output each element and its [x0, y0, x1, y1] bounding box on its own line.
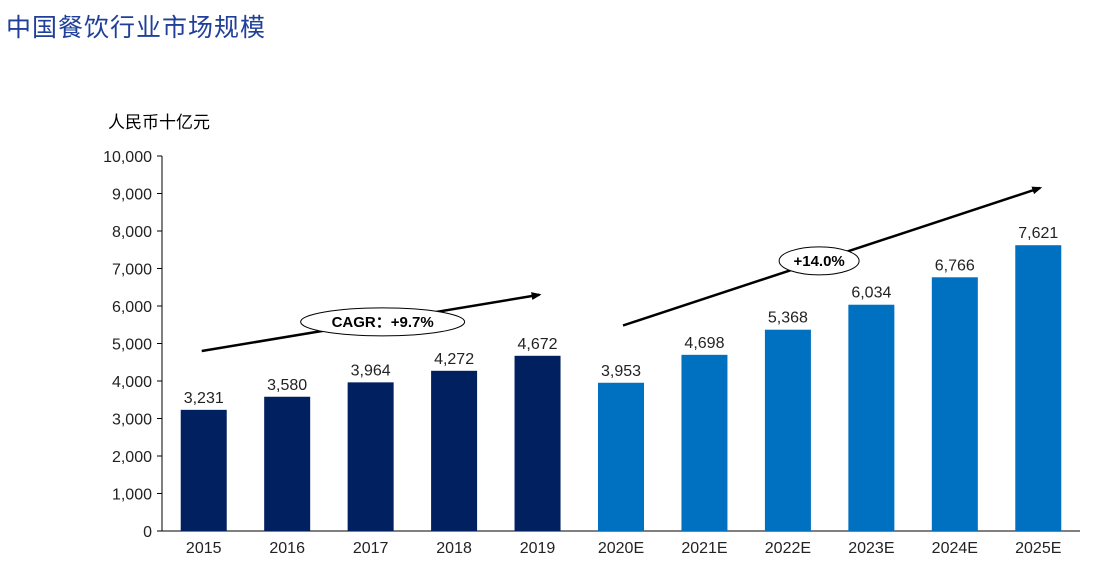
bar-2015: [180, 409, 227, 531]
data-label: 5,368: [768, 310, 808, 327]
y-tick-label: 9,000: [112, 187, 152, 204]
data-label: 3,953: [601, 363, 641, 380]
y-tick-label: 2,000: [112, 449, 152, 466]
x-tick-label: 2020E: [598, 540, 644, 557]
y-tick-label: 7,000: [112, 262, 152, 279]
cagr-badge-2020-2025: [778, 246, 860, 276]
data-label: 3,580: [267, 377, 307, 394]
y-tick-label: 4,000: [112, 374, 152, 391]
y-tick-label: 10,000: [103, 149, 152, 166]
bar-2020E: [598, 382, 644, 531]
bar-2022E: [764, 329, 811, 531]
data-label: 6,766: [935, 257, 975, 274]
bar-2016: [264, 396, 311, 531]
bar-2023E: [848, 304, 895, 531]
x-tick-label: 2018: [436, 540, 472, 557]
y-tick-label: 3,000: [112, 412, 152, 429]
bar-2017: [347, 382, 394, 531]
x-tick-label: 2023E: [848, 540, 894, 557]
y-axis-unit-label: 人民币十亿元: [108, 113, 210, 133]
bar-2021E: [681, 354, 728, 531]
cagr-badge-2015-2019: [300, 307, 466, 337]
data-label: 7,621: [1018, 225, 1058, 242]
x-tick-label: 2015: [186, 540, 222, 557]
x-tick-label: 2017: [353, 540, 389, 557]
data-label: 6,034: [851, 285, 891, 302]
y-tick-label: 0: [143, 524, 152, 541]
y-tick-label: 6,000: [112, 299, 152, 316]
data-label: 4,272: [434, 351, 474, 368]
x-tick-label: 2022E: [765, 540, 811, 557]
bar-2024E: [931, 277, 978, 531]
data-label: 4,698: [684, 335, 724, 352]
y-tick-label: 1,000: [112, 487, 152, 504]
x-tick-label: 2019: [520, 540, 556, 557]
x-tick-label: 2016: [269, 540, 305, 557]
cagr-text-2020-2025: +14.0%: [793, 253, 844, 270]
page-title: 中国餐饮行业市场规模: [6, 13, 267, 42]
x-tick-label: 2021E: [681, 540, 727, 557]
bar-2018: [431, 370, 478, 531]
data-label: 3,964: [351, 362, 391, 379]
data-label: 4,672: [518, 336, 558, 353]
cagr-text-2015-2019: CAGR：+9.7%: [332, 314, 434, 331]
x-tick-label: 2024E: [932, 540, 978, 557]
bar-2019: [514, 355, 561, 531]
bar-2025E: [1015, 245, 1062, 531]
x-tick-label: 2025E: [1015, 540, 1061, 557]
y-tick-label: 8,000: [112, 224, 152, 241]
y-tick-label: 5,000: [112, 337, 152, 354]
data-label: 3,231: [184, 390, 224, 407]
